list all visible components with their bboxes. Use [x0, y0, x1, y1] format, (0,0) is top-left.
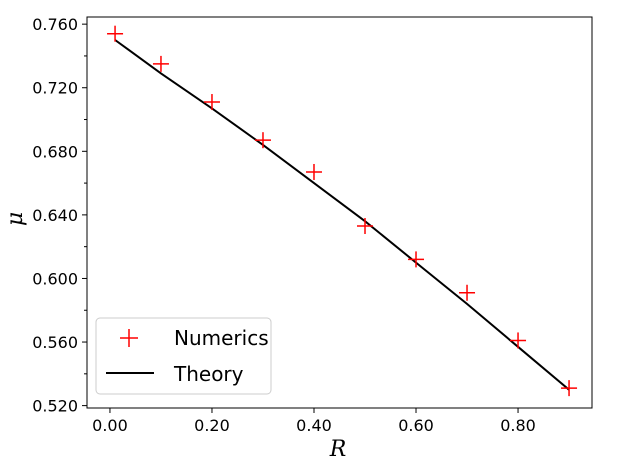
legend-numerics-label: Numerics	[174, 326, 269, 350]
y-tick-label: 0.600	[32, 269, 78, 288]
y-axis-label: μ	[3, 212, 28, 226]
data-point-numerics	[561, 380, 578, 397]
data-point-numerics	[254, 132, 271, 149]
data-point-numerics	[107, 25, 124, 42]
data-point-numerics	[203, 94, 220, 111]
axis-ticks: 0.00 0.20 0.40 0.60 0.80 0.520 0.560 0.600 0.640…	[32, 15, 536, 435]
data-point-numerics	[357, 218, 374, 235]
y-tick-label: 0.520	[32, 397, 78, 416]
data-point-numerics	[459, 284, 476, 301]
legend: Numerics Theory	[95, 317, 272, 395]
legend-box	[95, 317, 272, 395]
data-point-numerics	[510, 332, 527, 349]
y-tick-label: 0.640	[32, 206, 78, 225]
series-line-theory	[114, 39, 570, 391]
y-tick-label: 0.680	[32, 142, 78, 161]
x-tick-label: 0.80	[500, 416, 536, 435]
y-tick-label: 0.760	[32, 15, 78, 34]
x-tick-label: 0.20	[194, 416, 230, 435]
plot-series	[107, 25, 578, 397]
x-axis-label: R	[329, 437, 347, 462]
x-tick-label: 0.40	[296, 416, 332, 435]
data-point-numerics	[152, 55, 169, 72]
legend-numerics-marker	[120, 329, 138, 347]
x-tick-label: 0.60	[398, 416, 434, 435]
legend-theory-label: Theory	[173, 362, 244, 386]
data-point-numerics	[305, 163, 322, 180]
x-tick-label: 0.00	[92, 416, 128, 435]
y-tick-label: 0.720	[32, 79, 78, 98]
y-tick-label: 0.560	[32, 333, 78, 352]
data-point-numerics	[408, 251, 425, 268]
plot-frame	[86, 16, 593, 409]
